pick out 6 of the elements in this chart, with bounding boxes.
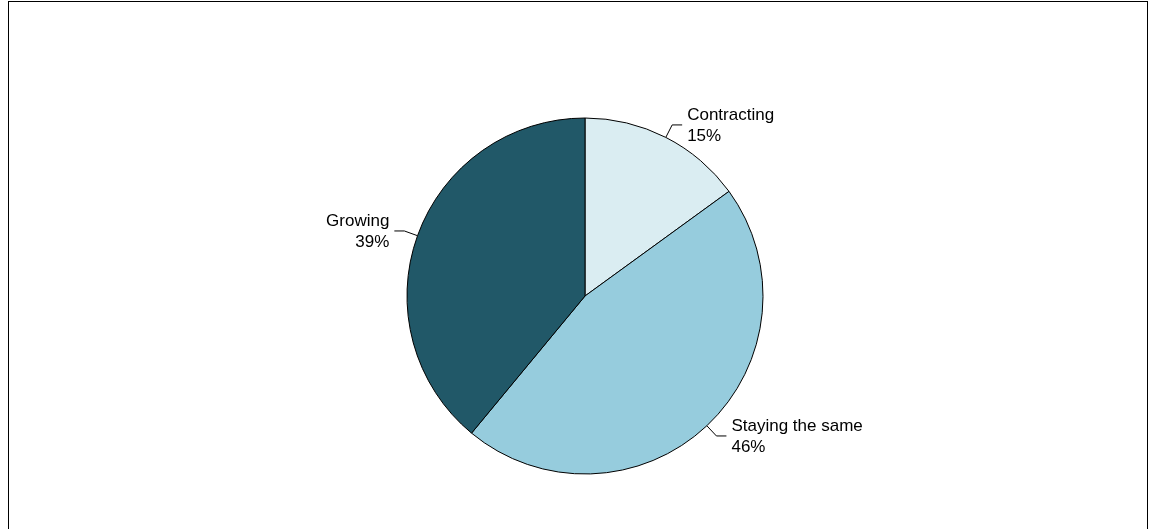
slice-label: Growing bbox=[326, 210, 390, 230]
slice-label: Staying the same bbox=[731, 415, 863, 435]
data-label: 39% bbox=[355, 231, 390, 251]
slice-label: Contracting bbox=[687, 104, 775, 124]
data-label: 46% bbox=[731, 436, 766, 456]
data-label: 15% bbox=[687, 125, 722, 145]
